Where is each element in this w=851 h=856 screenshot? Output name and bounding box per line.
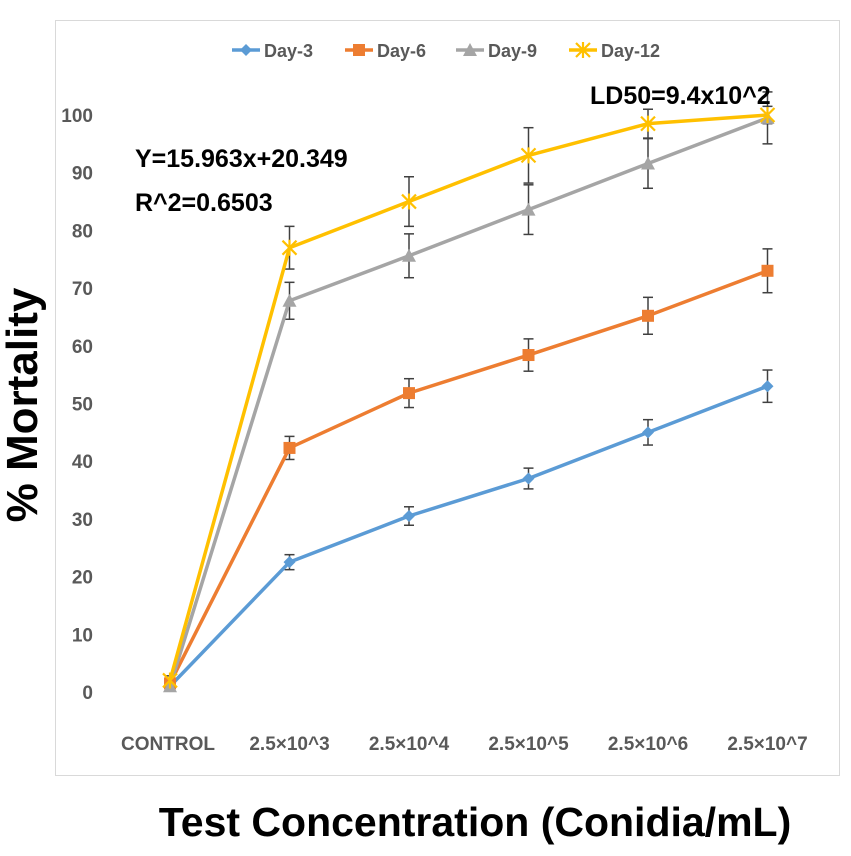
y-tick-label: 40: [72, 452, 93, 473]
y-tick-label: 10: [72, 625, 93, 646]
day-3-data-point: [761, 380, 774, 393]
day-12-data-point: [162, 672, 178, 689]
day-9-data-point: [282, 293, 297, 307]
series-lines: [168, 113, 769, 688]
series-markers: [162, 107, 776, 693]
legend-item-day-3: Day-3: [232, 41, 313, 61]
day-12-data-point: [640, 115, 656, 132]
day-6-data-point: [283, 441, 296, 454]
y-tick-label: 60: [72, 337, 93, 358]
day-3-data-point: [283, 556, 296, 569]
y-tick-label: 70: [72, 279, 93, 300]
equation-annotation: Y=15.963x+20.349: [135, 145, 348, 173]
legend: Day-3 Day-6 Day-9 Day-12: [232, 41, 660, 61]
chart-frame: [55, 20, 840, 776]
legend-label-day-3: Day-3: [264, 41, 313, 61]
day-12-data-point: [401, 193, 417, 210]
legend-marker-day-3: [240, 44, 252, 56]
day-12-data-point: [520, 147, 537, 164]
legend-marker-day-6: [353, 44, 365, 56]
x-tick-label: CONTROL: [121, 734, 215, 755]
x-tick-label: 2.5×10^5: [488, 734, 569, 755]
legend-label-day-9: Day-9: [488, 41, 537, 61]
y-tick-label: 50: [72, 395, 93, 416]
day-6-data-point: [642, 309, 654, 322]
x-tick-label: 2.5×10^4: [369, 734, 450, 755]
y-tick-label: 0: [82, 683, 93, 704]
day-6-series-line: [168, 269, 769, 685]
day-9-data-point: [521, 202, 536, 216]
y-tick-label: 20: [72, 568, 93, 589]
y-axis-ticks: 0 10 20 30 40 50 60 70 80 90 100: [61, 106, 93, 704]
x-axis-title: Test Concentration (Conidia/mL): [159, 799, 791, 845]
x-tick-label: 2.5×10^6: [608, 734, 688, 755]
ld50-annotation: LD50=9.4x10^2: [590, 82, 771, 110]
day-6-data-point: [522, 349, 535, 362]
day-6-data-point: [761, 264, 774, 277]
x-tick-label: 2.5×10^7: [727, 734, 807, 755]
error-bars: [165, 91, 773, 692]
day-12-data-point: [759, 107, 776, 123]
y-tick-label: 90: [72, 164, 93, 185]
legend-marker-day-9: [463, 43, 477, 56]
day-12-series-line: [168, 113, 768, 681]
day-3-data-point: [522, 472, 535, 485]
legend-item-day-9: Day-9: [456, 41, 537, 61]
day-9-data-point: [641, 156, 655, 170]
day-3-data-point: [403, 510, 415, 523]
day-6-data-point: [403, 387, 415, 400]
day-12-data-point: [281, 239, 298, 256]
y-tick-label: 100: [61, 106, 93, 127]
day-9-series-line: [168, 116, 769, 687]
legend-label-day-6: Day-6: [377, 41, 426, 61]
x-axis-ticks: CONTROL 2.5×10^3 2.5×10^4 2.5×10^5 2.5×10^6 2…: [121, 734, 808, 755]
y-axis-title: % Mortality: [0, 287, 47, 522]
x-tick-label: 2.5×10^3: [249, 734, 329, 755]
day-3-data-point: [642, 426, 654, 439]
legend-item-day-12: Day-12: [569, 41, 660, 61]
legend-item-day-6: Day-6: [345, 41, 426, 61]
legend-label-day-12: Day-12: [601, 41, 660, 61]
legend-marker-day-12: [575, 42, 591, 58]
r-squared-annotation: R^2=0.6503: [135, 189, 273, 217]
day-3-series-line: [168, 384, 769, 688]
y-tick-label: 30: [72, 510, 93, 531]
day-9-data-point: [402, 248, 416, 262]
y-tick-label: 80: [72, 221, 93, 242]
